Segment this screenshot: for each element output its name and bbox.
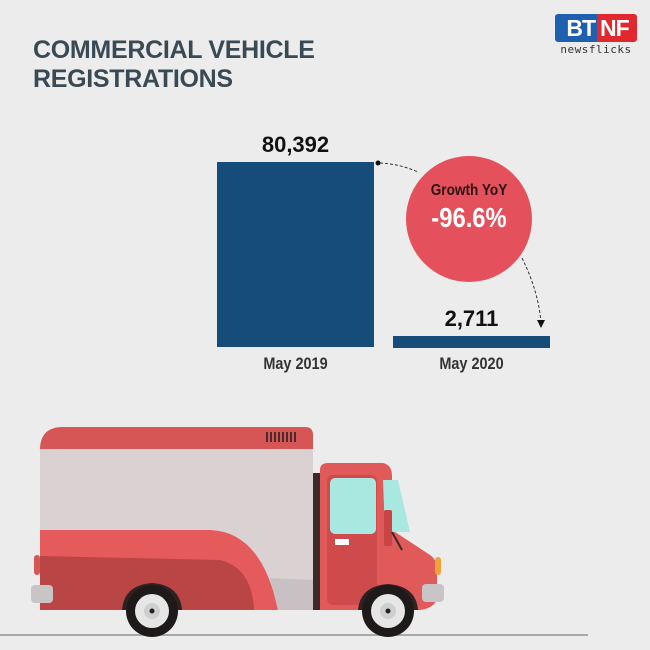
bar-label-may-2020: May 2020 [439, 354, 504, 373]
title-line-1: COMMERCIAL VEHICLE [33, 36, 315, 64]
bar-label-may-2019: May 2019 [263, 354, 328, 373]
chart-title: COMMERCIAL VEHICLE REGISTRATIONS [33, 36, 315, 94]
bar-value-may-2019: 80,392 [261, 132, 330, 157]
logo-subtitle: newsflicks [560, 43, 632, 56]
bar-value-may-2020: 2,711 [444, 306, 499, 331]
bt-newsflicks-logo: BT NF newsflicks [555, 14, 637, 56]
front-wheel [362, 585, 414, 637]
rear-wheel [126, 585, 178, 637]
growth-label: Growth YoY [430, 182, 508, 199]
growth-callout: Growth YoY -96.6% [406, 156, 532, 282]
title-line-2: REGISTRATIONS [33, 65, 233, 93]
ground-line [0, 634, 588, 636]
growth-value: -96.6% [431, 202, 507, 233]
logo-nf: NF [597, 14, 637, 42]
logo-bt: BT [555, 14, 597, 42]
bar-may-2019 [217, 162, 374, 347]
bar-may-2020 [393, 336, 550, 348]
